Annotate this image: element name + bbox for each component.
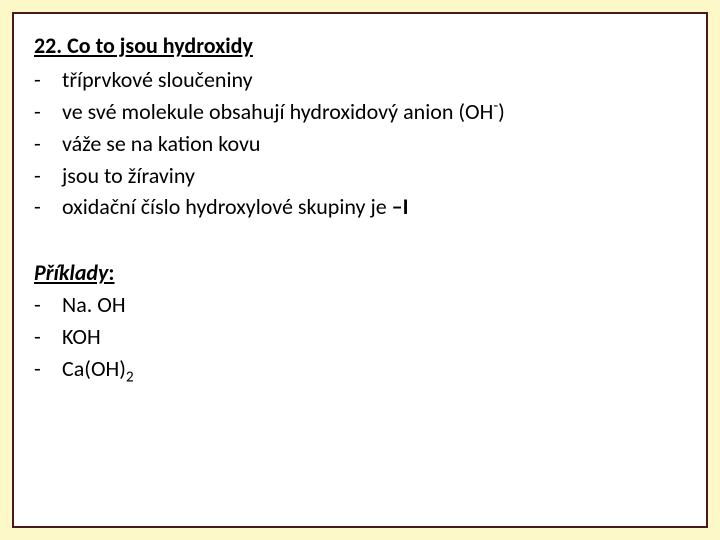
subscript-two: 2 [126, 367, 134, 386]
list-text: ve své molekule obsahují hydroxidový ani… [62, 96, 686, 128]
bullet-dash: - [34, 353, 62, 385]
list-item: - Na. OH [34, 289, 686, 321]
list-item: - ve své molekule obsahují hydroxidový a… [34, 96, 686, 128]
list-item: - oxidační číslo hydroxylové skupiny je … [34, 191, 686, 223]
content-box: 22. Co to jsou hydroxidy - tříprvkové sl… [12, 12, 708, 528]
bullet-dash: - [34, 96, 62, 128]
list-text: tříprvkové sloučeniny [62, 64, 686, 96]
list-text: KOH [62, 321, 686, 353]
examples-heading: Příklady: [34, 257, 686, 289]
text-fragment: oxidační číslo hydroxylové skupiny je [62, 193, 392, 220]
list-item: - KOH [34, 321, 686, 353]
list-item: - váže se na kation kovu [34, 128, 686, 160]
bullet-dash: - [34, 64, 62, 96]
list-text: Ca(OH)2 [62, 353, 686, 385]
list-item: - jsou to žíraviny [34, 160, 686, 192]
text-fragment: ve své molekule obsahují hydroxidový ani… [62, 98, 493, 125]
list-text: váže se na kation kovu [62, 128, 686, 160]
bullet-dash: - [34, 289, 62, 321]
bullet-dash: - [34, 191, 62, 223]
section-heading: 22. Co to jsou hydroxidy [34, 30, 686, 62]
list-text: Na. OH [62, 289, 686, 321]
list-item: - Ca(OH)2 [34, 353, 686, 385]
bullet-dash: - [34, 321, 62, 353]
bullet-dash: - [34, 128, 62, 160]
text-fragment: ) [498, 98, 505, 125]
list-text: oxidační číslo hydroxylové skupiny je –I [62, 191, 686, 223]
list-text: jsou to žíraviny [62, 160, 686, 192]
bullet-dash: - [34, 160, 62, 192]
subheading-text: Příklady [34, 259, 108, 286]
bold-text: –I [392, 193, 409, 220]
colon: : [108, 259, 114, 286]
list-item: - tříprvkové sloučeniny [34, 64, 686, 96]
text-fragment: Ca(OH) [62, 355, 126, 382]
